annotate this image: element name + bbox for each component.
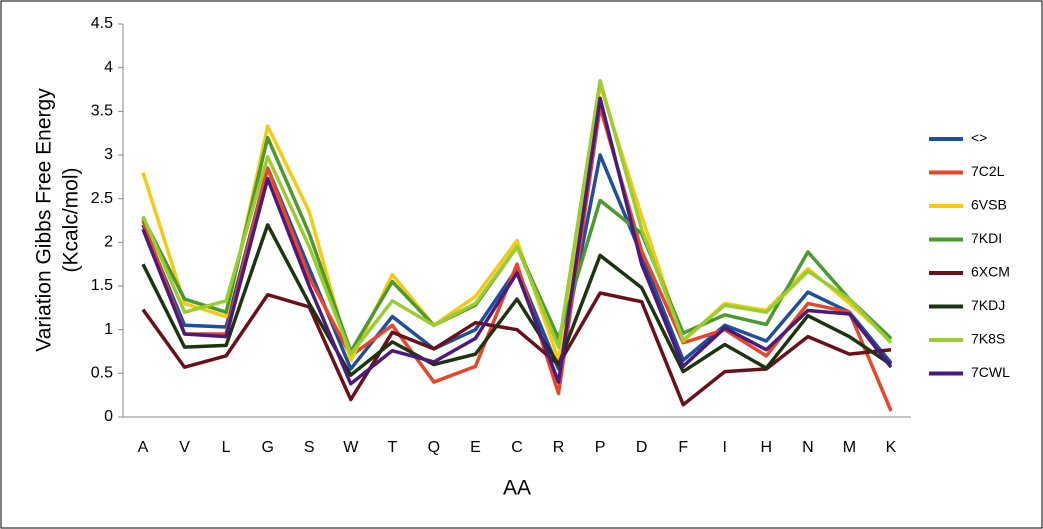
x-axis-title: AA <box>503 477 531 500</box>
legend-label: 6VSB <box>971 197 1007 213</box>
y-tick-label: 1.5 <box>91 277 113 294</box>
y-tick-label: 3.5 <box>91 103 113 120</box>
x-tick-label: C <box>511 439 523 456</box>
x-tick-label: D <box>636 439 648 456</box>
y-tick-label: 0 <box>104 408 113 425</box>
y-tick-label: 4 <box>104 59 113 76</box>
y-axis-title: Variation Gibbs Free Energy <box>33 88 56 352</box>
series-line <box>141 79 893 356</box>
legend-label: 7C2L <box>971 163 1005 179</box>
y-tick-label: 3 <box>104 146 113 163</box>
x-tick-label: T <box>387 439 397 456</box>
x-tick-label: I <box>723 439 727 456</box>
y-tick-label: 0.5 <box>91 365 113 382</box>
x-tick-label: F <box>678 439 688 456</box>
y-tick-label: 4.5 <box>91 15 113 32</box>
y-tick-label: 2 <box>104 234 113 251</box>
legend-label: 7K8S <box>971 331 1005 347</box>
legend-label: 7CWL <box>971 364 1010 380</box>
y-tick-label: 2.5 <box>91 190 113 207</box>
x-tick-label: R <box>553 439 565 456</box>
x-tick-label: N <box>802 439 814 456</box>
series-line <box>141 105 893 412</box>
x-tick-label: V <box>179 439 190 456</box>
x-tick-label: L <box>222 439 231 456</box>
x-tick-label: S <box>304 439 315 456</box>
series-line <box>141 96 893 386</box>
x-tick-label: M <box>843 439 856 456</box>
x-tick-label: H <box>761 439 773 456</box>
legend-label: <> <box>971 130 987 146</box>
legend-label: 7KDJ <box>971 297 1005 313</box>
series-line <box>141 223 892 377</box>
x-tick-label: A <box>138 439 149 456</box>
x-tick-label: Q <box>428 439 440 456</box>
y-axis-title: (Kcalc/mol) <box>60 167 83 272</box>
x-tick-label: W <box>343 439 359 456</box>
y-tick-label: 1 <box>104 321 113 338</box>
x-tick-label: G <box>261 439 273 456</box>
x-tick-label: E <box>470 439 481 456</box>
legend-label: 6XCM <box>971 264 1010 280</box>
x-tick-label: P <box>595 439 606 456</box>
legend-label: 7KDI <box>971 230 1002 246</box>
x-tick-label: K <box>886 439 897 456</box>
